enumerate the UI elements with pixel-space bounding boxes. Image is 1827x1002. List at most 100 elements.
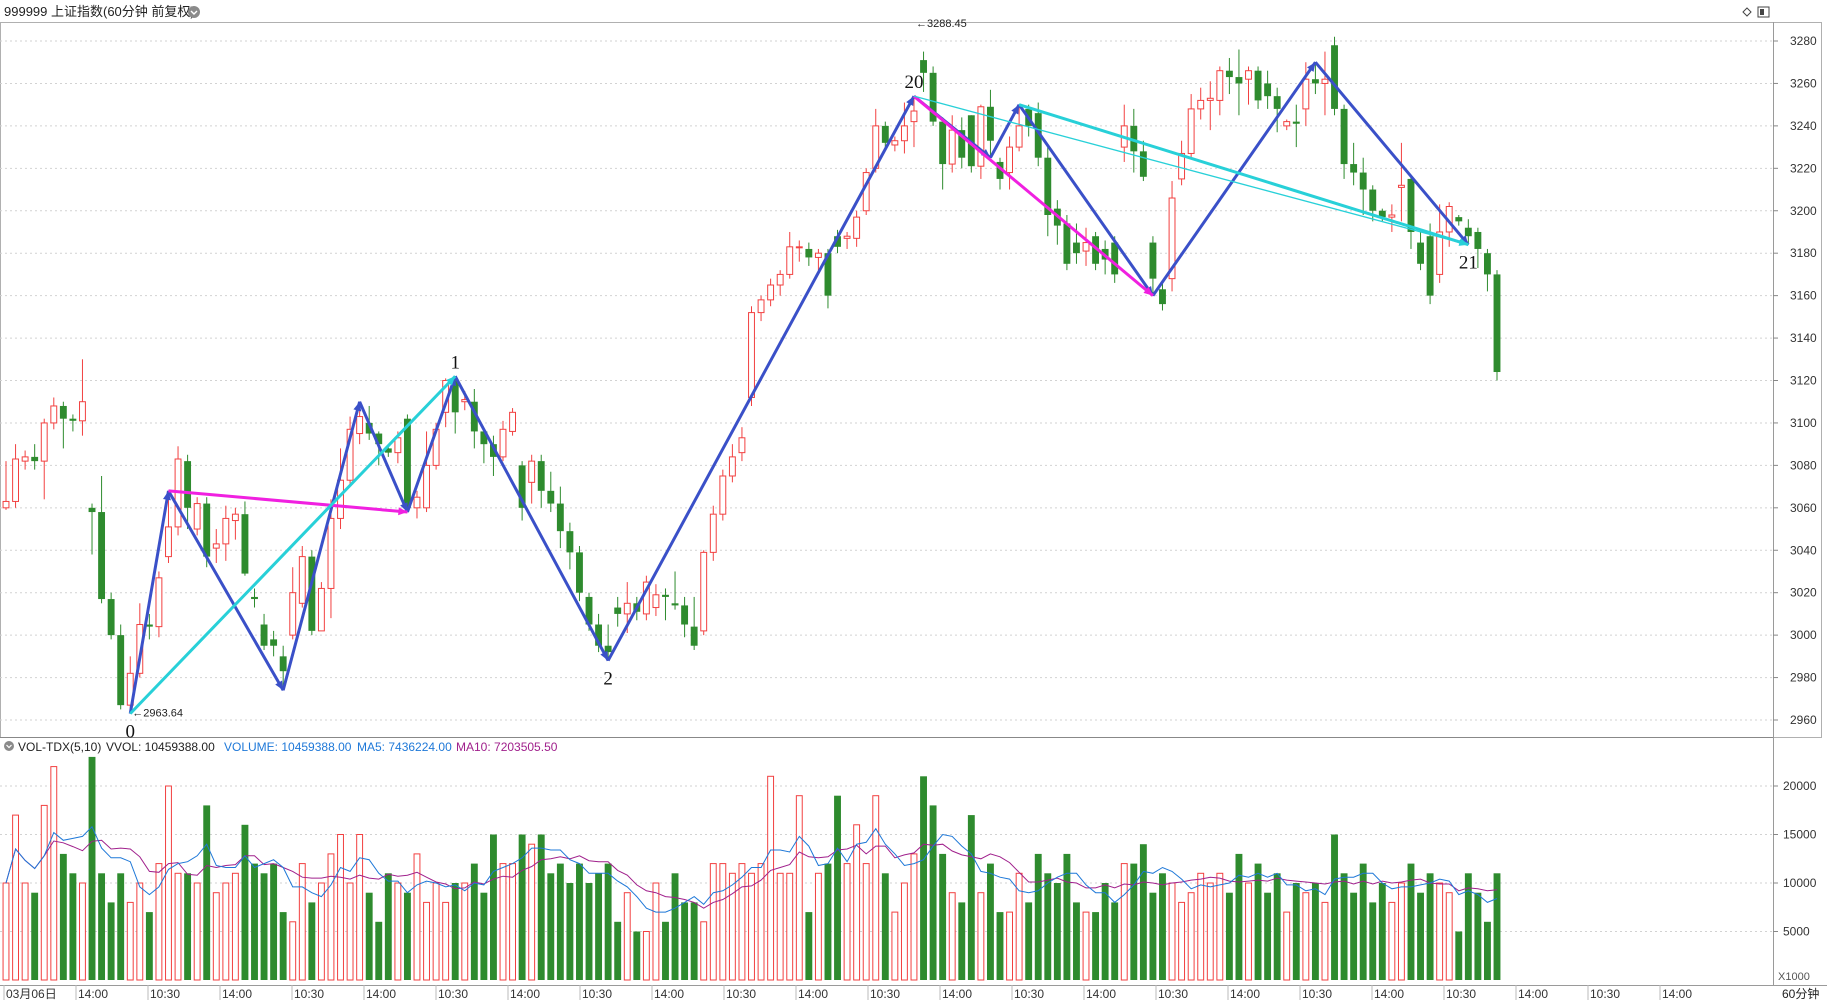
candle-body: [1350, 164, 1358, 173]
volume-bar: [461, 882, 469, 981]
price-tick-label: 3120: [1790, 374, 1817, 388]
candle-body: [1082, 242, 1090, 252]
candle-body: [260, 624, 268, 646]
candle: [939, 117, 947, 190]
candle-body: [1216, 70, 1224, 101]
volume-bar: [184, 873, 192, 980]
candle-body: [1331, 45, 1338, 109]
candle-body: [88, 507, 96, 513]
volume-bar: [1321, 901, 1329, 981]
candle-body: [384, 448, 392, 453]
zigzag-point-label: 2: [603, 669, 613, 690]
volume-bar: [356, 834, 364, 981]
ma5-value: MA5: 7436224.00: [357, 740, 452, 754]
candle-body: [356, 416, 364, 435]
candle: [1417, 231, 1424, 271]
arrow-head: [1459, 235, 1469, 245]
volume-bar: [1044, 873, 1052, 980]
volume-bar: [165, 785, 172, 981]
volume-bar: [136, 882, 144, 981]
volume-bar: [1464, 873, 1472, 980]
candle: [1092, 231, 1100, 271]
candle-body: [528, 460, 536, 483]
candle-body: [1006, 146, 1013, 174]
candle-body: [1302, 78, 1310, 110]
volume-bar: [996, 912, 1004, 980]
candle-body: [499, 428, 507, 458]
candle: [1015, 104, 1023, 152]
volume-bar: [480, 892, 488, 980]
candle: [604, 624, 612, 661]
volume-bar: [270, 863, 278, 980]
volume-bar: [1130, 863, 1138, 980]
candle: [212, 529, 220, 563]
candle-body: [59, 405, 67, 419]
candle: [241, 501, 249, 576]
candle: [910, 96, 918, 148]
candle-body: [1015, 125, 1023, 148]
candle-body: [1464, 227, 1472, 237]
volume-bar: [748, 872, 755, 981]
volume-bar: [1120, 863, 1128, 981]
candle-body: [327, 517, 335, 589]
volume-bar: [958, 902, 966, 980]
price-annotation: ←3288.45: [916, 18, 967, 30]
volume-axis: 5000 10000 15000 20000: [1773, 779, 1817, 939]
volume-bar: [279, 912, 287, 980]
candle: [614, 596, 622, 627]
volume-bar: [222, 882, 230, 981]
candle: [518, 461, 526, 521]
volume-bar: [1006, 911, 1013, 981]
volume-bar: [700, 921, 708, 981]
volume-bar: [528, 843, 536, 981]
volume-bar: [403, 892, 411, 980]
volume-unit: X1000: [1778, 971, 1810, 983]
price-tick-label: 2980: [1790, 671, 1817, 685]
candle: [31, 444, 39, 470]
diamond-icon[interactable]: [1742, 7, 1752, 17]
panel-toggle-icon[interactable]: [1757, 6, 1770, 18]
volume-bar: [499, 863, 507, 981]
candle: [251, 588, 258, 608]
volume-bar: [317, 882, 325, 981]
volume-bar: [2, 882, 10, 981]
candle-body: [222, 517, 230, 545]
candle: [1006, 136, 1013, 190]
candle: [738, 427, 746, 462]
candle-body: [1388, 214, 1396, 218]
volume-bar: [786, 872, 794, 981]
volume-bar: [1369, 902, 1377, 980]
candle: [671, 571, 679, 610]
candle: [1426, 223, 1434, 305]
volume-bar: [1168, 882, 1176, 981]
volume-dropdown-icon[interactable]: [4, 741, 14, 751]
cyan-line: [913, 95, 1469, 246]
volume-tick-label: 10000: [1783, 876, 1817, 890]
candle-body: [834, 236, 841, 247]
time-tick-label: 14:00: [1662, 987, 1692, 1001]
time-axis: 03月06日 14:00 10:30 14:00 10:30 14:00 10:30 14:0…: [3, 985, 1692, 1001]
volume-bar: [442, 901, 450, 981]
volume-bar: [834, 795, 841, 980]
candle: [853, 210, 861, 247]
candle-body: [1264, 83, 1272, 97]
candle-body: [251, 596, 258, 600]
candle-body: [98, 512, 106, 600]
candle-body: [298, 556, 306, 604]
candle: [69, 414, 77, 432]
candle-body: [1225, 70, 1233, 78]
zigzag-arrow: [989, 103, 1021, 159]
zigzag-arrow: [1151, 61, 1317, 297]
volume-bar: [59, 853, 67, 980]
dropdown-icon[interactable]: [188, 6, 200, 18]
magenta-arrow: [168, 489, 408, 516]
candle: [824, 248, 832, 309]
candle-body: [547, 490, 555, 504]
candle: [327, 499, 335, 619]
price-tick-label: 3040: [1790, 543, 1817, 557]
period-label[interactable]: 60分钟: [1782, 986, 1819, 1001]
candle: [996, 157, 1004, 190]
candle-body: [241, 514, 249, 574]
zigzag-arrow: [453, 375, 610, 662]
